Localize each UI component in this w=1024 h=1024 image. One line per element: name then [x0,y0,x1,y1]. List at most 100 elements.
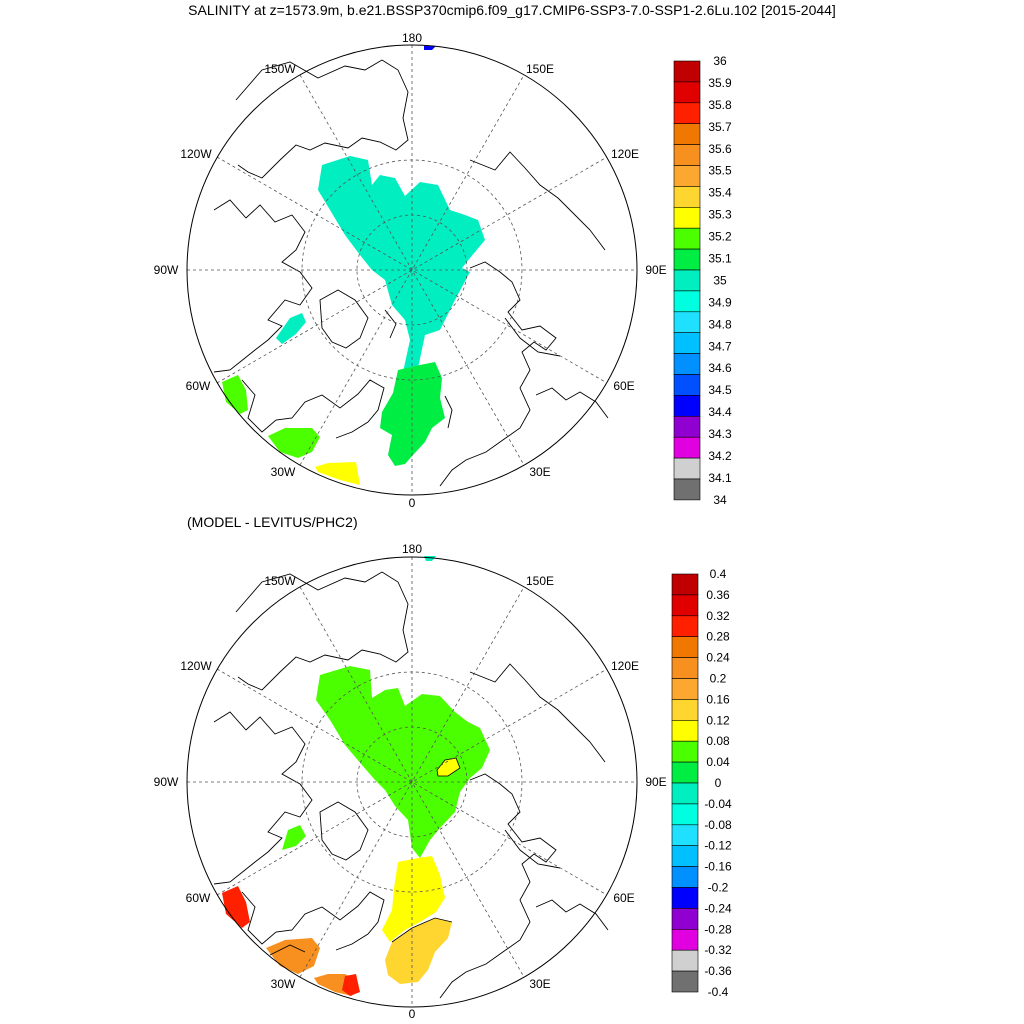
colorbar-label: 0.24 [706,651,730,665]
colorbar-label: 34.1 [708,471,732,485]
colorbar-swatch [673,81,701,104]
colorbar-label: -0.24 [704,901,732,915]
region-baffin [282,825,306,850]
colorbar-swatch [671,908,699,930]
colorbar-label: 34.4 [708,405,732,419]
colorbar-label: 0.16 [706,692,730,706]
colorbar-swatch [673,436,701,459]
colorbar-label: -0.12 [704,839,732,853]
label-120e: 120E [611,659,639,673]
colorbar-label: 0.12 [706,713,730,727]
colorbar-label: -0.16 [704,860,732,874]
colorbar-swatch [671,970,699,993]
region-nordic-seas-north [382,856,445,942]
label-120w: 120W [180,147,212,161]
label-60e: 60E [613,891,634,905]
label-0: 0 [409,1007,416,1021]
label-30w: 30W [271,977,296,991]
colorbar-swatch [671,803,699,826]
map-fills [222,46,485,485]
label-90e: 90E [645,263,666,277]
colorbar-labels: 36 35.9 35.8 35.7 35.6 35.5 35.4 35.3 35.2 35.1 35… [708,54,732,507]
colorbar-label: 34.6 [708,361,732,375]
colorbar-label: 0.04 [706,755,730,769]
colorbar-swatch [673,248,701,271]
colorbar-swatch [671,761,699,784]
colorbar-swatch [673,165,701,187]
longitude-labels: 180 150E 120E 90E 60E 30E 0 30W 60W 90W … [154,31,667,510]
label-30e: 30E [529,977,550,991]
colorbar-swatch [671,740,699,763]
colorbar-label: 34.8 [708,317,732,331]
colorbar-label: -0.04 [704,797,732,811]
colorbar-swatch [673,395,701,417]
colorbar-swatch [673,332,701,354]
label-90w: 90W [154,263,179,277]
colorbar-swatch [671,949,699,972]
colorbar-label: 34.3 [708,427,732,441]
colorbar-label: -0.4 [708,985,729,999]
colorbar-labels: 0.4 0.36 0.32 0.28 0.24 0.2 0.16 0.12 0.08 0.04 0 -… [704,567,732,999]
colorbar-label: 35.5 [708,164,732,178]
longitude-labels: 180 150E 120E 90E 60E 30E 0 30W 60W 90W … [154,542,667,1021]
contour-lines [269,757,461,956]
colorbar-swatch [673,311,701,334]
map-grid [187,45,637,495]
colorbar-label: 0.4 [710,567,727,581]
label-60w: 60W [186,891,211,905]
label-0: 0 [409,496,416,510]
colorbar-label: 0.08 [706,734,730,748]
colorbar-swatch [671,573,699,596]
colorbar-label: 34.5 [708,383,732,397]
colorbar-label: -0.2 [708,881,729,895]
colorbar-label: -0.08 [704,818,732,832]
label-120e: 120E [611,147,639,161]
colorbar-label: 35.3 [708,208,732,222]
colorbar-swatch [671,824,699,847]
coastlines [213,571,609,999]
label-60e: 60E [613,379,634,393]
colorbar-swatch [673,353,701,375]
map-boundary [186,44,638,496]
colorbar-swatch [673,478,701,501]
region-central-arctic [318,156,485,372]
colorbar-label: -0.36 [704,964,732,978]
region-atlantic-south [315,462,360,485]
label-90e: 90E [645,775,666,789]
colorbar-swatch [673,374,701,396]
salinity-polar-map: 180 150E 120E 90E 60E 30E 0 30W 60W 90W … [154,31,667,510]
colorbar-swatch [671,699,699,721]
colorbar-swatch [671,928,699,951]
colorbar-swatches [673,60,701,501]
colorbar-swatch [673,457,701,480]
difference-polar-map: 180 150E 120E 90E 60E 30E 0 30W 60W 90W … [154,542,667,1021]
colorbar-label: 0.28 [706,630,730,644]
colorbar-label: 0.36 [706,588,730,602]
colorbar-label: 35.2 [708,230,732,244]
colorbar-label: 34.2 [708,449,732,463]
colorbar-label: 0.2 [710,672,727,686]
colorbar-swatches [671,573,699,993]
region-bering [424,46,436,50]
colorbar-swatch [671,720,699,742]
label-30w: 30W [271,465,296,479]
colorbar-swatch [671,866,699,888]
colorbar-label: -0.32 [704,943,732,957]
colorbar-label: 0 [715,776,722,790]
colorbar-label: 35.1 [708,252,732,266]
colorbar-swatch [673,186,701,208]
colorbar-label: 35.7 [708,120,732,134]
label-150w: 150W [264,574,296,588]
label-120w: 120W [180,659,212,673]
colorbar-label: 36 [713,54,727,68]
colorbar-swatch [671,615,699,637]
label-60w: 60W [186,379,211,393]
colorbar-swatch [673,207,701,229]
difference-subtitle: (MODEL - LEVITUS/PHC2) [187,514,358,530]
label-90w: 90W [154,775,179,789]
map-fills [222,556,490,996]
map-boundary [186,556,638,1008]
colorbar-label: 35 [713,273,727,287]
label-30e: 30E [529,465,550,479]
map-grid [187,557,637,1007]
